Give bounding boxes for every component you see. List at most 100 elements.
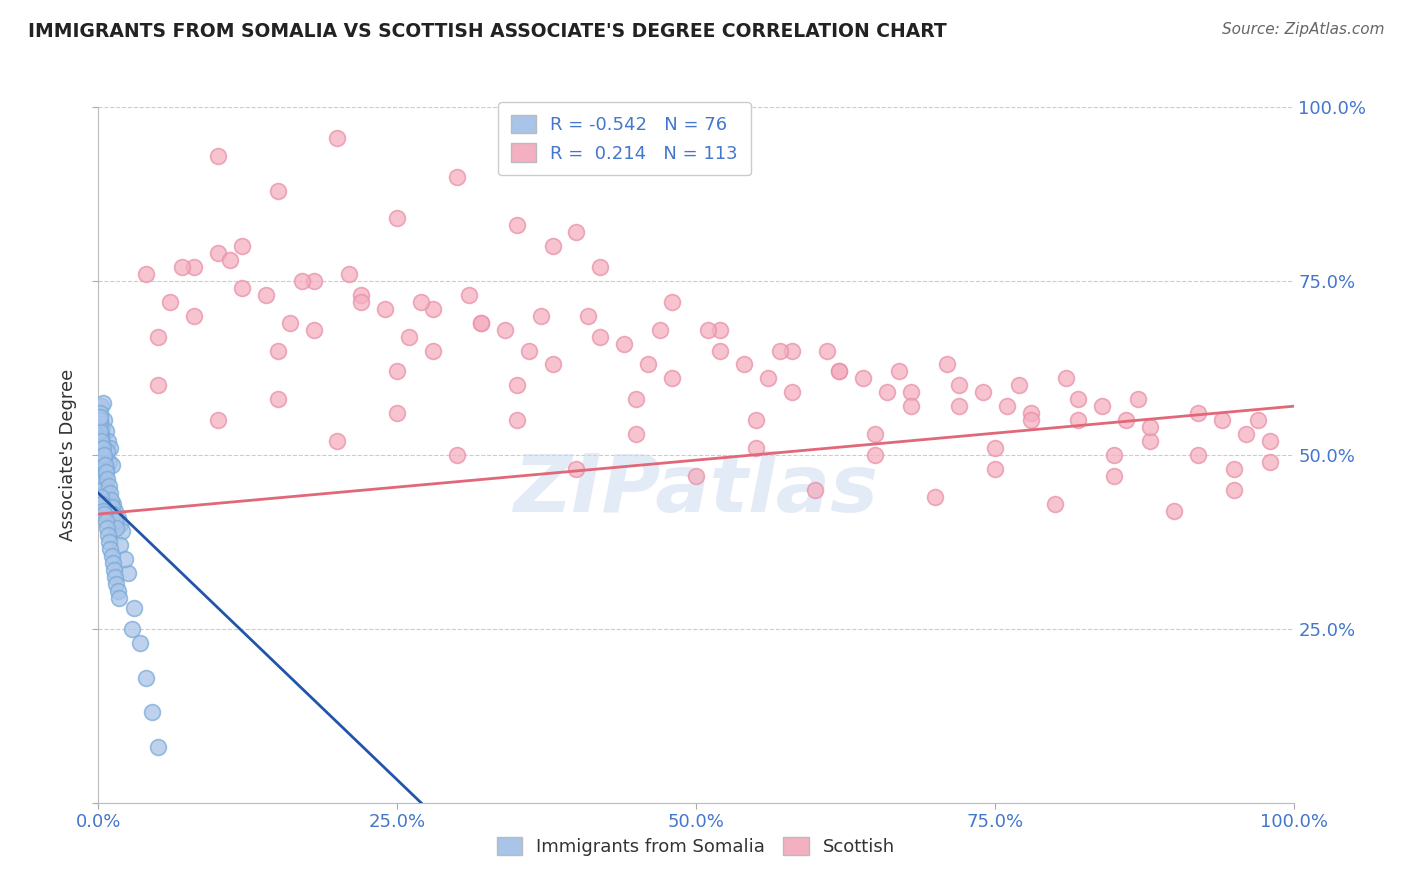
Point: [972, 385, 994, 400]
Point: [541, 358, 564, 372]
Point: [124, 601, 146, 615]
Point: [89, 424, 111, 438]
Point: [91, 396, 114, 410]
Point: [91, 503, 114, 517]
Point: [89, 409, 111, 424]
Point: [745, 441, 768, 455]
Point: [93, 500, 115, 514]
Point: [91, 468, 114, 483]
Point: [1102, 468, 1125, 483]
Point: [661, 294, 683, 309]
Point: [91, 437, 114, 451]
Point: [1067, 392, 1090, 407]
Point: [1019, 413, 1042, 427]
Point: [98, 541, 122, 556]
Point: [107, 510, 129, 524]
Point: [91, 444, 114, 458]
Point: [541, 239, 564, 253]
Point: [98, 455, 121, 469]
Point: [422, 343, 444, 358]
Point: [108, 517, 131, 532]
Point: [90, 434, 112, 448]
Point: [267, 392, 290, 407]
Point: [1067, 413, 1090, 427]
Point: [1211, 413, 1233, 427]
Point: [1007, 378, 1029, 392]
Point: [207, 413, 229, 427]
Point: [326, 131, 349, 145]
Point: [267, 343, 290, 358]
Point: [815, 343, 838, 358]
Point: [637, 358, 659, 372]
Point: [100, 458, 122, 473]
Point: [398, 329, 420, 343]
Point: [1258, 434, 1281, 448]
Text: IMMIGRANTS FROM SOMALIA VS SCOTTISH ASSOCIATE'S DEGREE CORRELATION CHART: IMMIGRANTS FROM SOMALIA VS SCOTTISH ASSO…: [28, 22, 946, 41]
Point: [267, 184, 290, 198]
Point: [231, 281, 253, 295]
Point: [114, 552, 136, 566]
Point: [219, 253, 242, 268]
Point: [93, 475, 115, 490]
Point: [804, 483, 827, 497]
Point: [385, 364, 409, 378]
Point: [135, 267, 157, 281]
Point: [1163, 503, 1185, 517]
Point: [96, 466, 118, 480]
Point: [302, 323, 325, 337]
Point: [1054, 371, 1078, 385]
Point: [148, 329, 170, 343]
Point: [900, 399, 922, 413]
Point: [648, 323, 672, 337]
Point: [411, 294, 433, 309]
Point: [1234, 427, 1257, 442]
Legend: Immigrants from Somalia, Scottish: Immigrants from Somalia, Scottish: [489, 830, 903, 863]
Point: [254, 288, 277, 302]
Point: [129, 636, 152, 650]
Point: [1246, 413, 1268, 427]
Point: [91, 483, 114, 497]
Point: [135, 671, 157, 685]
Point: [470, 316, 492, 330]
Point: [984, 441, 1007, 455]
Point: [89, 417, 111, 431]
Point: [876, 385, 898, 400]
Point: [936, 358, 959, 372]
Point: [828, 364, 851, 378]
Point: [94, 479, 117, 493]
Point: [576, 309, 599, 323]
Point: [183, 260, 205, 274]
Point: [506, 413, 529, 427]
Point: [780, 385, 803, 400]
Point: [385, 406, 409, 420]
Point: [768, 343, 790, 358]
Point: [97, 490, 120, 504]
Point: [103, 563, 125, 577]
Point: [278, 316, 301, 330]
Point: [457, 288, 479, 302]
Point: [117, 566, 139, 581]
Point: [93, 413, 115, 427]
Point: [1091, 399, 1114, 413]
Point: [1258, 455, 1281, 469]
Point: [90, 475, 112, 490]
Point: [207, 246, 229, 260]
Point: [995, 399, 1018, 413]
Point: [101, 556, 124, 570]
Point: [104, 503, 127, 517]
Point: [96, 486, 118, 500]
Point: [1128, 392, 1150, 407]
Point: [924, 490, 946, 504]
Point: [745, 413, 768, 427]
Point: [780, 343, 803, 358]
Point: [98, 486, 121, 500]
Point: [94, 424, 117, 438]
Point: [94, 503, 117, 517]
Point: [506, 219, 529, 233]
Point: [494, 323, 516, 337]
Point: [98, 441, 122, 455]
Point: [1102, 448, 1125, 462]
Point: [207, 149, 229, 163]
Point: [828, 364, 851, 378]
Point: [90, 490, 112, 504]
